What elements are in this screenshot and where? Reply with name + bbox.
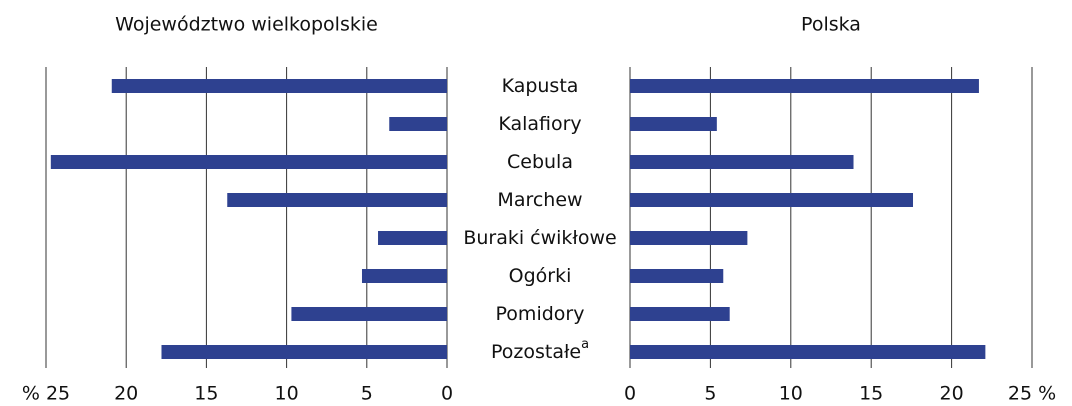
category-label: Buraki ćwikłowe — [463, 227, 616, 249]
category-name: Kalafiory — [498, 113, 581, 135]
category-name: Pomidory — [496, 303, 585, 325]
x-tick-label: 20 — [940, 383, 964, 405]
x-tick-label: 25 % — [1008, 383, 1056, 405]
category-label: Marchew — [497, 189, 582, 211]
bar — [630, 345, 986, 359]
footnote-mark: a — [581, 337, 589, 352]
bar — [630, 117, 717, 131]
panel-title: Województwo wielkopolskie — [115, 14, 378, 36]
bar — [630, 79, 979, 93]
panel-title: Polska — [801, 14, 861, 36]
x-tick-label: 10 — [779, 383, 803, 405]
x-tick-label: 5 — [704, 383, 716, 405]
bar — [161, 345, 447, 359]
bar — [630, 155, 854, 169]
category-label: Cebula — [507, 151, 573, 173]
category-label: Kalafiory — [498, 113, 581, 135]
x-tick-label: 15 — [859, 383, 883, 405]
x-tick-label: 0 — [624, 383, 636, 405]
x-tick-label: 20 — [114, 383, 138, 405]
bar — [630, 269, 724, 283]
category-name: Marchew — [497, 189, 582, 211]
x-tick-label: % 25 — [22, 383, 70, 405]
category-label: Ogórki — [509, 265, 572, 287]
bar — [50, 155, 447, 169]
category-name: Kapusta — [502, 75, 579, 97]
category-name: Pozostałe — [491, 341, 581, 363]
bar — [389, 117, 447, 131]
bar — [378, 231, 447, 245]
bar — [630, 231, 748, 245]
x-tick-label: 10 — [275, 383, 299, 405]
category-label: Pozostałea — [491, 337, 589, 363]
category-name: Cebula — [507, 151, 573, 173]
x-tick-label: 0 — [441, 383, 453, 405]
bar — [111, 79, 447, 93]
bar — [361, 269, 447, 283]
category-label: Pomidory — [496, 303, 585, 325]
x-tick-label: 15 — [194, 383, 218, 405]
bar — [291, 307, 447, 321]
bar — [227, 193, 447, 207]
category-name: Ogórki — [509, 265, 572, 287]
category-name: Buraki ćwikłowe — [463, 227, 616, 249]
x-tick-label: 5 — [361, 383, 373, 405]
category-label: Kapusta — [502, 75, 579, 97]
bar — [630, 193, 914, 207]
bar — [630, 307, 730, 321]
